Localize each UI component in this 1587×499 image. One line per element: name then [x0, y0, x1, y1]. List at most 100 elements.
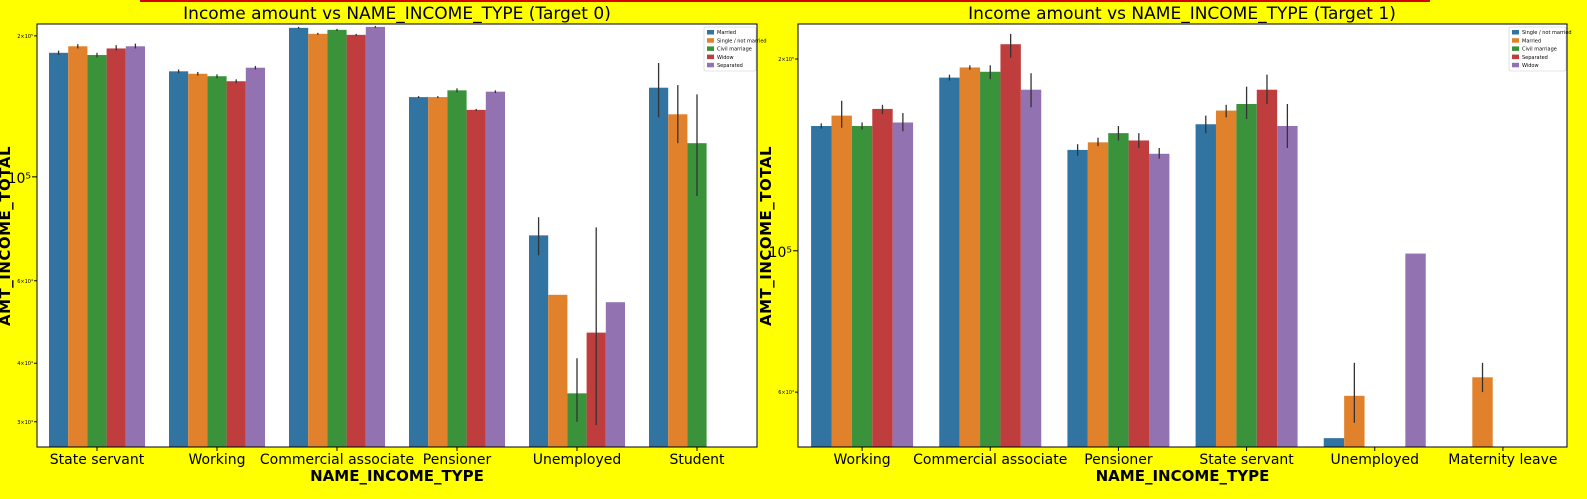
bar — [447, 90, 467, 447]
bar — [1020, 89, 1042, 447]
bar — [892, 122, 914, 447]
bar — [811, 126, 832, 447]
bar — [226, 81, 246, 448]
bar — [1108, 133, 1129, 447]
y-axis-label: AMT_INCOME_TOTAL — [757, 146, 775, 326]
bar — [289, 27, 309, 448]
legend: Married Single / not married Civil marriag… — [703, 26, 767, 72]
top-edge-bar — [140, 0, 1430, 2]
y-axis-label: AMT_INCOME_TOTAL — [0, 146, 14, 326]
bar — [1149, 153, 1170, 447]
y-tick-label: 10⁵ — [8, 171, 31, 187]
y-tick-label: 4×10⁴ — [17, 361, 33, 367]
bar — [207, 76, 227, 447]
legend-entry: Separated — [717, 63, 743, 69]
y-tick-label: 10⁵ — [769, 245, 792, 261]
bar — [49, 52, 69, 448]
legend-entry: Single / not married — [717, 38, 767, 44]
legend-entry: Single / not married — [1522, 30, 1572, 36]
legend-entry: Married — [717, 30, 736, 36]
legend-swatch — [1512, 38, 1519, 43]
bar — [308, 33, 328, 447]
bar — [169, 71, 189, 447]
bar — [668, 114, 688, 448]
bar — [959, 67, 981, 448]
bar — [327, 29, 347, 448]
x-tick-label: Commercial associate — [260, 452, 414, 468]
bar — [529, 235, 549, 447]
bar — [872, 108, 893, 448]
bar — [980, 71, 1001, 448]
legend-entry: Civil marriage — [1522, 47, 1557, 53]
y-tick-label: 3×10⁴ — [17, 420, 33, 426]
plot-frame — [36, 23, 758, 448]
x-axis-label: NAME_INCOME_TYPE — [1096, 467, 1270, 485]
legend-swatch — [1512, 46, 1519, 51]
x-tick-label: Maternity leave — [1448, 452, 1557, 468]
legend-swatch — [1512, 30, 1519, 35]
bar — [1087, 142, 1109, 447]
x-tick-label: Pensioner — [423, 452, 492, 468]
bar — [106, 48, 126, 447]
chart-title: Income amount vs NAME_INCOME_TYPE (Targe… — [968, 4, 1396, 24]
x-axis-label: NAME_INCOME_TYPE — [310, 467, 484, 485]
bar — [485, 91, 505, 448]
bar — [687, 143, 707, 447]
bar — [1128, 140, 1150, 447]
legend-swatch — [1512, 54, 1519, 60]
bar — [428, 97, 448, 447]
bar — [1256, 89, 1278, 447]
bar — [851, 126, 873, 447]
legend-box — [703, 26, 757, 72]
bar — [87, 55, 107, 447]
legend: Single / not married Married Civil marriag… — [1508, 26, 1572, 72]
bar — [125, 46, 145, 447]
legend-entry: Separated — [1522, 55, 1548, 61]
bar — [346, 34, 366, 448]
bar — [245, 67, 265, 447]
bar — [68, 46, 88, 447]
legend-swatch — [707, 54, 714, 60]
x-tick-label: Unemployed — [1331, 452, 1420, 468]
x-tick-label: Working — [834, 452, 891, 468]
bar — [365, 26, 385, 448]
y-tick-label: 2×10⁵ — [17, 34, 33, 40]
bar — [1195, 124, 1216, 448]
x-tick-label: Unemployed — [533, 452, 622, 468]
bar — [1000, 44, 1021, 447]
x-tick-label: Commercial associate — [913, 452, 1067, 468]
legend-swatch — [707, 46, 714, 51]
legend-entry: Married — [1522, 38, 1541, 44]
chart-1: Working Commercial associate Pensioner Stat… — [757, 4, 1572, 485]
x-tick-label: Pensioner — [1084, 452, 1153, 468]
bar — [188, 73, 208, 447]
y-tick-label: 2×10⁵ — [778, 57, 794, 63]
legend-entry: Civil marriage — [717, 47, 752, 53]
legend-swatch — [1512, 62, 1519, 68]
x-tick-label: State servant — [1199, 452, 1294, 468]
plot-area — [37, 24, 757, 447]
legend-swatch — [707, 30, 714, 35]
bar — [466, 109, 486, 448]
y-tick-label: 6×10⁴ — [778, 390, 794, 396]
bar — [1277, 126, 1298, 447]
bar — [939, 77, 960, 448]
legend-box — [1508, 26, 1567, 72]
legend-entry: Widow — [717, 55, 734, 61]
bar — [831, 115, 852, 448]
legend-swatch — [707, 38, 714, 43]
legend-swatch — [707, 62, 714, 68]
bar — [1405, 253, 1426, 447]
bar — [409, 97, 429, 447]
chart-title: Income amount vs NAME_INCOME_TYPE (Targe… — [183, 4, 611, 24]
bar — [1067, 149, 1088, 447]
x-tick-label: Student — [669, 452, 725, 468]
bar — [649, 87, 669, 447]
x-tick-label: State servant — [50, 452, 145, 468]
bar — [1236, 103, 1257, 448]
bar — [548, 294, 568, 447]
plot-frame — [797, 23, 1568, 448]
bar — [1472, 377, 1493, 447]
plot-area — [798, 24, 1567, 447]
